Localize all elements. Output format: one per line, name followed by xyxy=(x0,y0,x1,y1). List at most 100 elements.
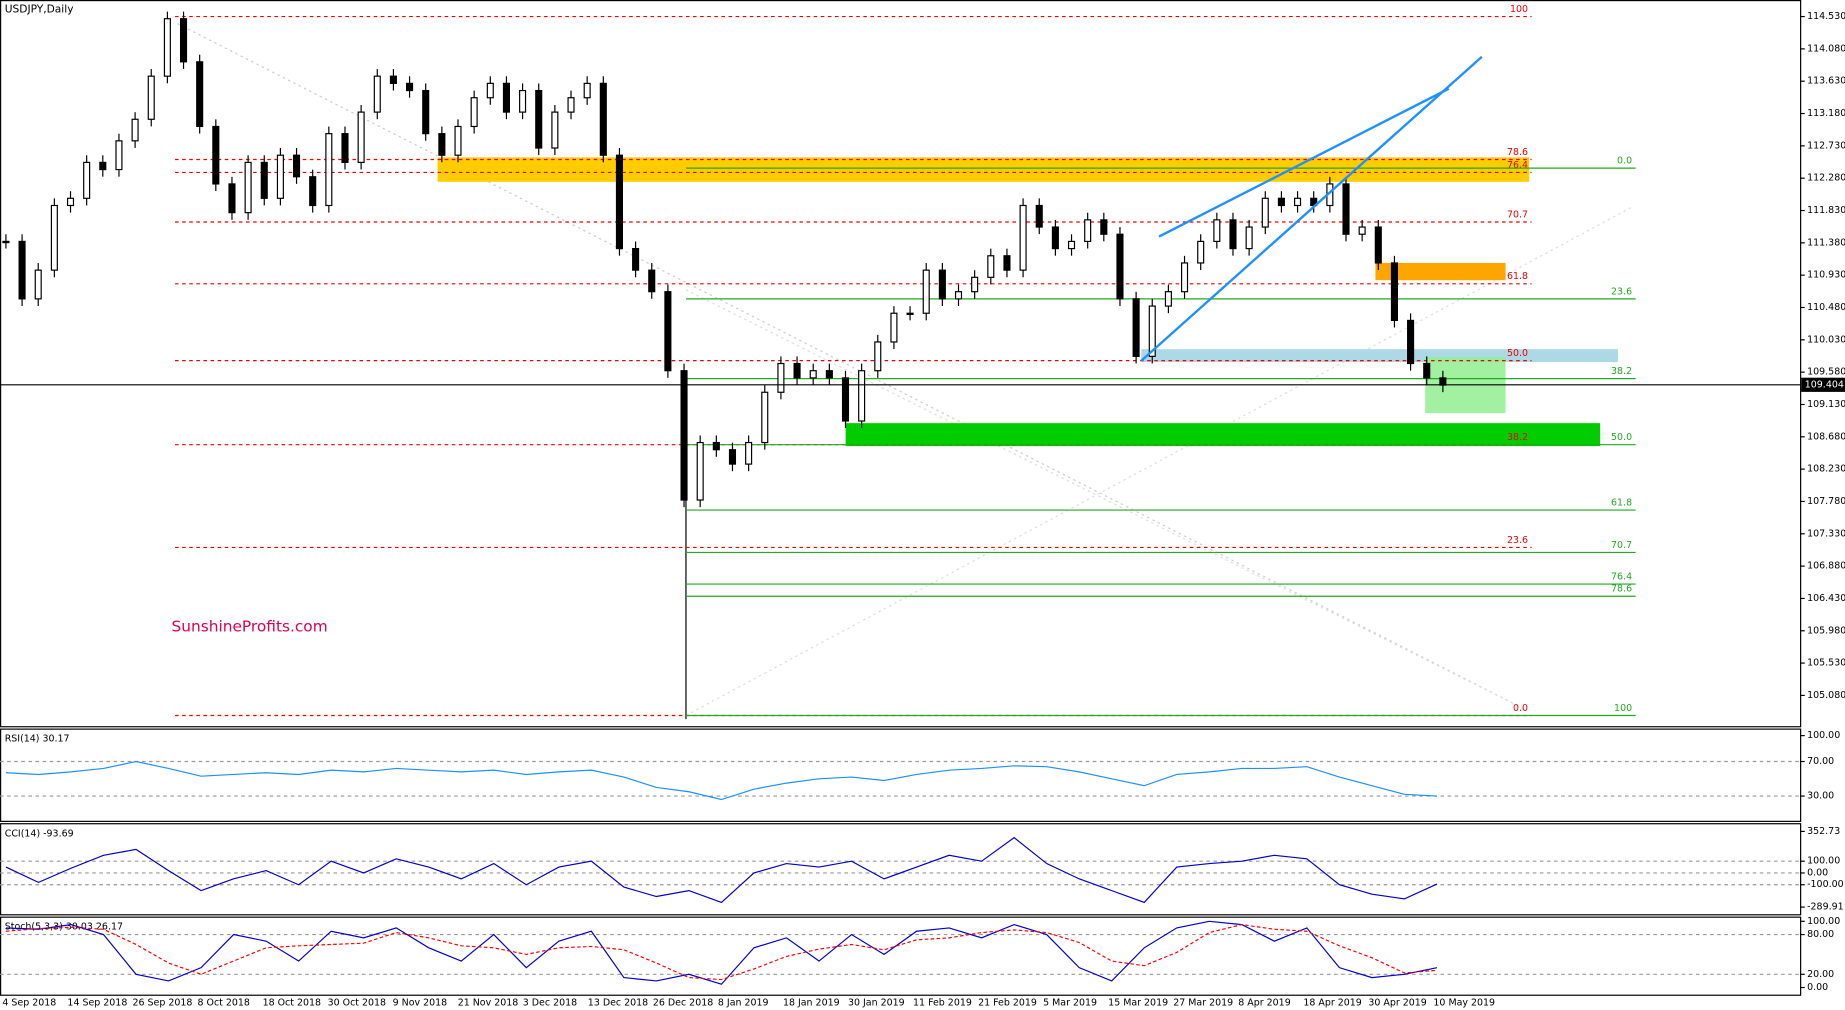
y-tick-label: 113.630 xyxy=(1807,76,1845,87)
candle xyxy=(664,291,672,372)
candle xyxy=(1051,226,1059,250)
candle xyxy=(1100,219,1108,235)
candle xyxy=(777,362,785,393)
candle xyxy=(599,82,607,156)
candle xyxy=(535,89,543,149)
candle xyxy=(793,362,801,379)
fib-label: 100 xyxy=(1614,703,1632,714)
candle xyxy=(680,370,688,501)
candle xyxy=(18,240,26,300)
candle xyxy=(99,161,107,171)
price-zone xyxy=(1375,262,1506,281)
x-tick-label: 26 Dec 2018 xyxy=(653,997,713,1008)
candle xyxy=(228,183,236,214)
candle xyxy=(1439,377,1447,386)
candle xyxy=(293,154,301,178)
x-tick-label: 4 Sep 2018 xyxy=(2,997,56,1008)
candle xyxy=(486,82,494,99)
y-tick-label: 105.980 xyxy=(1807,625,1845,636)
y-tick-label: 352.73 xyxy=(1807,826,1840,837)
x-tick-label: 9 Nov 2018 xyxy=(393,997,448,1008)
fib-label: 61.8 xyxy=(1611,497,1632,508)
candle xyxy=(1067,240,1076,250)
x-tick-label: 10 May 2019 xyxy=(1433,997,1495,1008)
fib-label: 23.6 xyxy=(1611,286,1632,297)
x-tick-label: 18 Apr 2019 xyxy=(1303,997,1361,1008)
fib-label: 50.0 xyxy=(1507,348,1528,359)
x-tick-label: 14 Sep 2018 xyxy=(67,997,127,1008)
indicator-line xyxy=(5,924,1438,981)
candle xyxy=(1390,262,1398,322)
x-tick-label: 8 Jan 2019 xyxy=(718,997,769,1008)
x-tick-label: 18 Jan 2019 xyxy=(783,997,840,1008)
candle xyxy=(1197,240,1205,264)
candle xyxy=(389,75,397,84)
candle xyxy=(50,204,58,271)
x-tick-label: 21 Feb 2019 xyxy=(978,997,1037,1008)
candle xyxy=(422,89,430,135)
y-tick-label: 105.530 xyxy=(1807,658,1845,669)
indicator-line xyxy=(5,836,1438,904)
stoch-panel xyxy=(0,916,1802,996)
cci-panel xyxy=(0,823,1802,916)
x-tick-label: 15 Mar 2019 xyxy=(1108,997,1168,1008)
x-tick-label: 30 Apr 2019 xyxy=(1368,997,1426,1008)
candle xyxy=(34,269,42,300)
candle xyxy=(906,312,914,316)
candle xyxy=(196,61,204,128)
candle xyxy=(438,133,446,156)
candle xyxy=(858,370,866,422)
y-tick-label: 105.080 xyxy=(1807,690,1845,701)
y-tick-label: 106.880 xyxy=(1807,561,1845,572)
candle xyxy=(938,269,946,300)
trend-guide xyxy=(177,23,1526,711)
candle xyxy=(1261,197,1269,228)
y-tick-label: 30.00 xyxy=(1807,791,1834,802)
current-price-box xyxy=(1801,377,1845,392)
candle xyxy=(1003,255,1011,271)
y-tick-label: -289.91 xyxy=(1807,902,1844,913)
fib-label: 23.6 xyxy=(1507,535,1528,546)
candle xyxy=(115,140,123,171)
indicator-line xyxy=(5,760,1437,801)
candle xyxy=(1342,183,1350,235)
y-tick-label: 112.730 xyxy=(1807,140,1845,151)
candle xyxy=(841,377,850,422)
y-tick-label: 110.030 xyxy=(1807,334,1845,345)
candle xyxy=(1229,219,1237,250)
x-tick-label: 5 Mar 2019 xyxy=(1043,997,1097,1008)
candle xyxy=(519,89,527,113)
x-tick-label: 27 Mar 2019 xyxy=(1173,997,1233,1008)
candle xyxy=(2,240,10,244)
current-price-label: 109.404 xyxy=(1805,379,1844,390)
fib-label: 0.0 xyxy=(1513,703,1528,714)
candle xyxy=(971,276,979,293)
y-tick-label: 114.530 xyxy=(1807,11,1845,22)
candle xyxy=(373,75,381,113)
candle xyxy=(1116,233,1124,300)
candle xyxy=(583,82,591,99)
candle xyxy=(761,391,769,444)
price-zone xyxy=(845,423,1601,447)
candle xyxy=(1358,226,1366,235)
candle xyxy=(551,111,559,149)
candle xyxy=(502,82,510,113)
candle xyxy=(874,341,882,372)
fib-label: 76.4 xyxy=(1507,160,1528,171)
y-tick-label: -100.00 xyxy=(1807,879,1844,890)
y-tick-label: 114.080 xyxy=(1807,43,1845,54)
candle xyxy=(1019,204,1027,271)
candle xyxy=(66,197,75,207)
x-tick-label: 11 Feb 2019 xyxy=(913,997,972,1008)
candle xyxy=(147,75,155,120)
y-tick-label: 106.430 xyxy=(1807,593,1845,604)
x-tick-label: 8 Apr 2019 xyxy=(1238,997,1290,1008)
x-tick-label: 30 Jan 2019 xyxy=(848,997,905,1008)
candle xyxy=(987,255,995,278)
candle xyxy=(1148,305,1156,357)
candle xyxy=(454,125,462,156)
candle xyxy=(357,111,365,163)
y-tick-label: 20.00 xyxy=(1807,969,1834,980)
candle xyxy=(615,154,624,250)
